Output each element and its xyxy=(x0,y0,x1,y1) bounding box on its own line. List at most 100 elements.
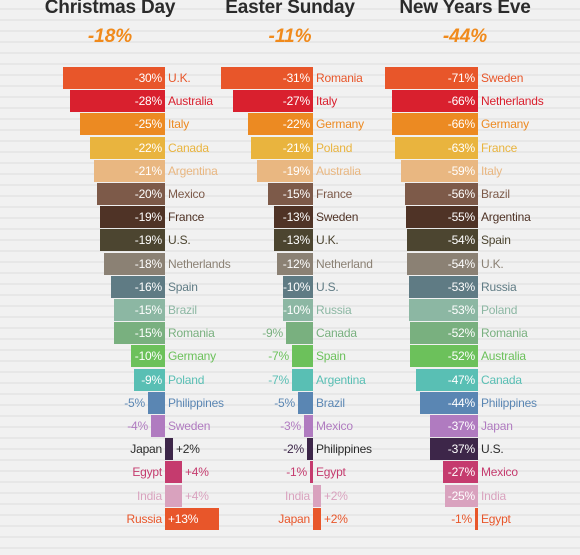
background-stripe xyxy=(0,404,580,406)
country-label: Argentina xyxy=(316,373,366,387)
panel-total-change: -18% xyxy=(87,26,133,47)
value-label: -30% xyxy=(134,71,162,85)
bar-philippines xyxy=(148,392,165,414)
value-label: -66% xyxy=(447,117,475,131)
bar-mexico xyxy=(304,415,313,437)
country-label: Philippines xyxy=(316,442,372,456)
background-stripe xyxy=(0,415,580,417)
bar-germany xyxy=(392,113,478,135)
country-label: Netherlands xyxy=(168,257,231,271)
bar-france xyxy=(268,183,313,205)
value-label: -5% xyxy=(274,396,295,410)
country-label: Mexico xyxy=(481,465,518,479)
country-label: U.K. xyxy=(481,257,504,271)
bar-spain xyxy=(111,276,165,298)
country-label: Japan xyxy=(481,419,513,433)
value-label: -53% xyxy=(447,303,475,317)
bar-netherlands xyxy=(104,253,165,275)
bar-japan xyxy=(430,415,478,437)
bar-spain xyxy=(292,345,313,367)
bar-australia xyxy=(70,90,165,112)
bar-mexico xyxy=(443,461,478,483)
background-stripe xyxy=(0,525,580,527)
bar-brazil xyxy=(405,183,478,205)
value-label: -53% xyxy=(447,280,475,294)
country-label: Brazil xyxy=(316,396,345,410)
background-stripe xyxy=(0,19,580,21)
bar-canada xyxy=(416,369,478,391)
background-stripe xyxy=(0,371,580,373)
country-label: Netherland xyxy=(316,257,373,271)
value-label: -9% xyxy=(262,326,283,340)
value-label: -55% xyxy=(447,210,475,224)
bar-russia xyxy=(283,299,313,321)
value-label: -12% xyxy=(282,257,310,271)
country-label: Romania xyxy=(481,326,528,340)
bar-philippines xyxy=(420,392,478,414)
value-label: -25% xyxy=(134,117,162,131)
country-label: India xyxy=(481,489,507,503)
country-label: Mexico xyxy=(316,419,353,433)
bar-romania xyxy=(410,322,478,344)
value-label: +2% xyxy=(324,512,348,526)
bar-russia xyxy=(165,508,219,530)
value-label: -52% xyxy=(447,326,475,340)
value-label: -9% xyxy=(141,373,162,387)
value-label: -15% xyxy=(134,326,162,340)
country-label: Sweden xyxy=(316,210,359,224)
background-stripe xyxy=(0,393,580,395)
value-label: -2% xyxy=(283,442,304,456)
background-stripe xyxy=(0,536,580,538)
value-label: -59% xyxy=(447,164,475,178)
value-label: -15% xyxy=(282,187,310,201)
country-label: Mexico xyxy=(168,187,205,201)
background-stripe xyxy=(0,470,580,472)
value-label: -66% xyxy=(447,94,475,108)
bar-egypt xyxy=(310,461,313,483)
country-label: Italy xyxy=(481,164,503,178)
bar-italy xyxy=(80,113,165,135)
bar-india xyxy=(445,485,478,507)
value-label: -21% xyxy=(134,164,162,178)
bar-france xyxy=(395,137,478,159)
bar-germany xyxy=(248,113,313,135)
country-label: Romania xyxy=(168,326,215,340)
country-label: Japan xyxy=(278,512,310,526)
country-label: Canada xyxy=(481,373,522,387)
bar-japan xyxy=(313,508,321,530)
value-label: -25% xyxy=(447,489,475,503)
value-label: -37% xyxy=(447,442,475,456)
country-label: Italy xyxy=(168,117,190,131)
value-label: -10% xyxy=(283,303,311,317)
country-label: Australia xyxy=(316,164,361,178)
country-label: U.S. xyxy=(168,233,191,247)
value-label: -1% xyxy=(451,512,472,526)
panel-title: Christmas Day xyxy=(44,0,176,18)
country-label: Poland xyxy=(168,373,205,387)
country-label: Brazil xyxy=(168,303,197,317)
value-label: -27% xyxy=(282,94,310,108)
bar-canada xyxy=(90,137,165,159)
background-stripe xyxy=(0,349,580,351)
country-label: Netherlands xyxy=(481,94,544,108)
country-label: U.K. xyxy=(168,71,191,85)
bar-india xyxy=(313,485,321,507)
bar-sweden xyxy=(385,67,478,89)
bar-brazil xyxy=(298,392,313,414)
value-label: -19% xyxy=(134,233,162,247)
value-label: -3% xyxy=(280,419,301,433)
value-label: -13% xyxy=(282,210,310,224)
panel-christmas-day: Christmas Day -18% -30% U.K. -28% Australia… xyxy=(25,0,231,555)
bar-argentina xyxy=(94,160,165,182)
value-label: -10% xyxy=(283,280,311,294)
value-label: -21% xyxy=(282,141,310,155)
value-label: -16% xyxy=(134,280,162,294)
value-label: -18% xyxy=(134,257,162,271)
value-label: -63% xyxy=(447,141,475,155)
bar-germany xyxy=(131,345,165,367)
value-label: +4% xyxy=(185,465,209,479)
country-label: Germany xyxy=(168,349,216,363)
country-label: Russia xyxy=(316,303,352,317)
country-label: Argentina xyxy=(168,164,218,178)
value-label: -44% xyxy=(447,396,475,410)
